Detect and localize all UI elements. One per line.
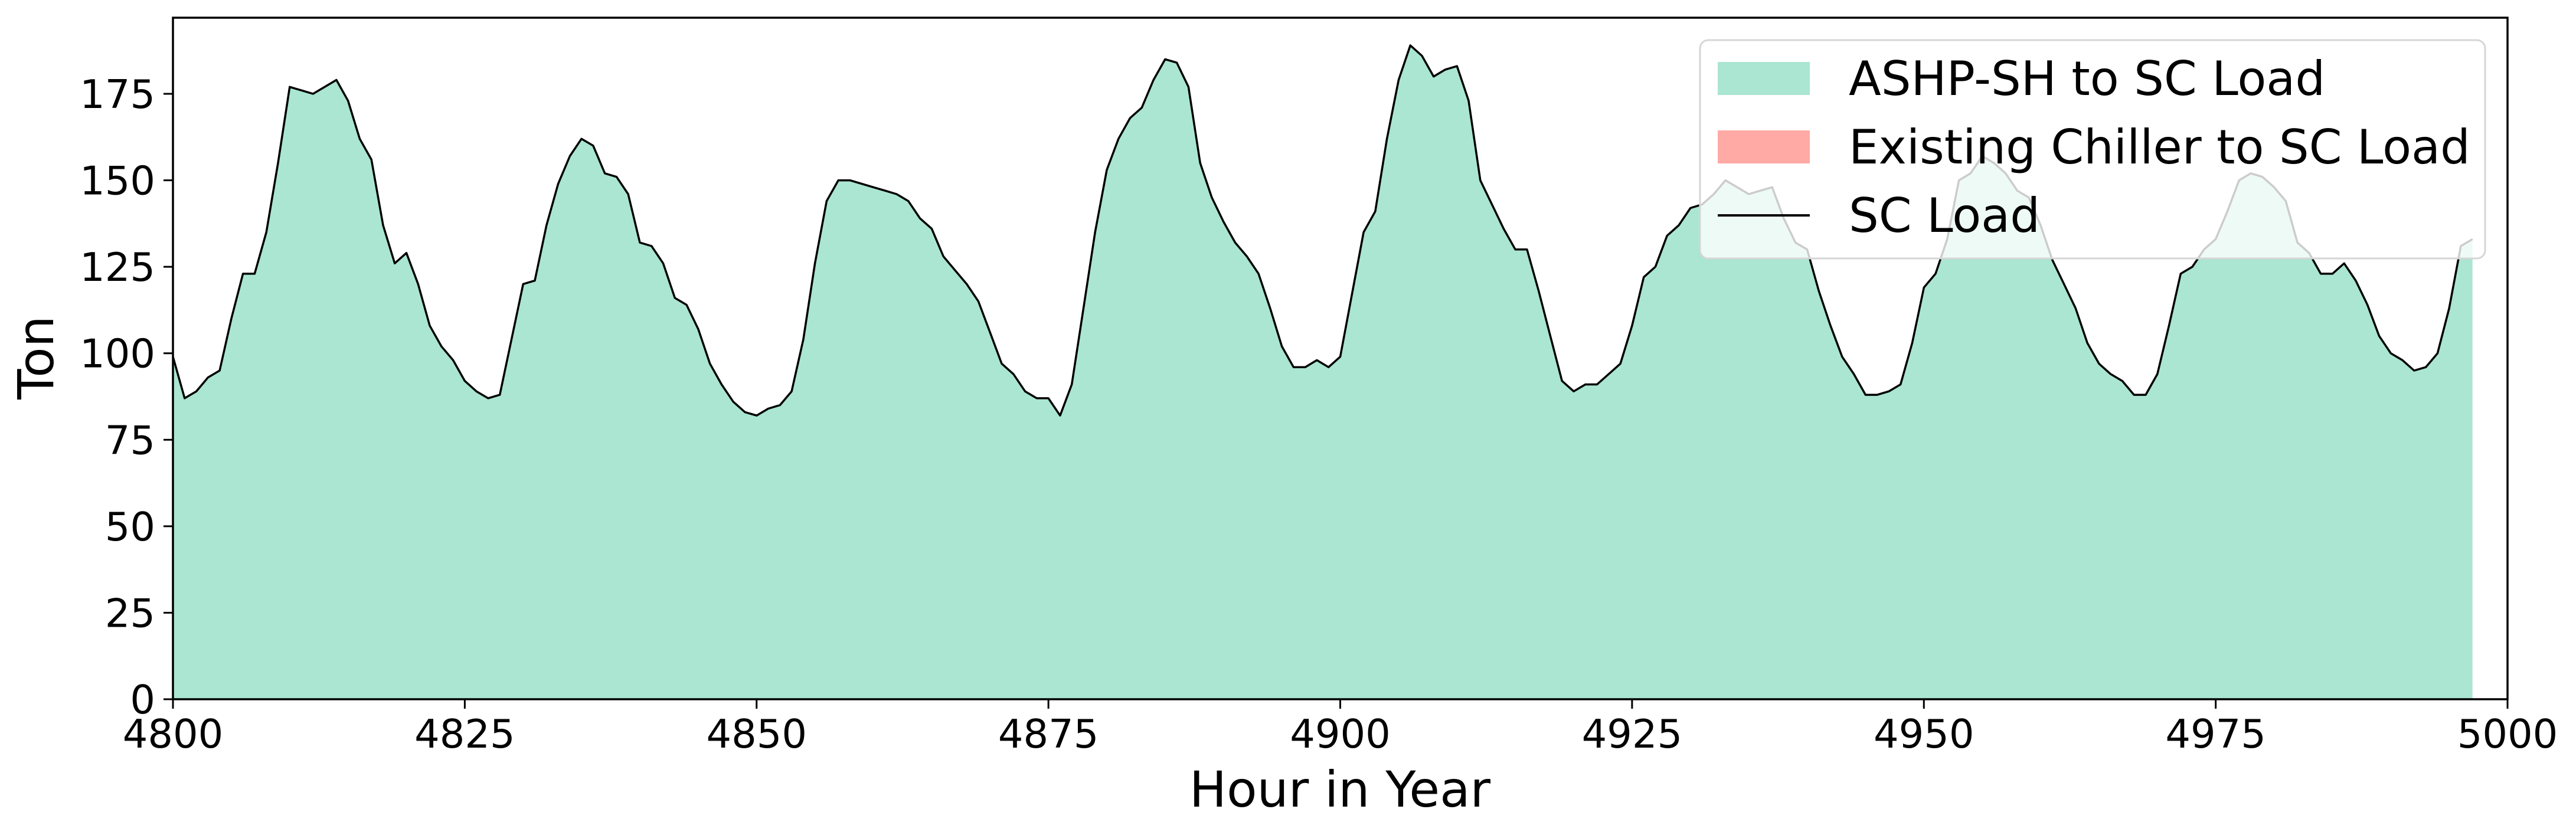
series-line-sc-load bbox=[172, 44, 2473, 417]
legend-swatch-ashp bbox=[1718, 62, 1810, 95]
y-tick-label: 50 bbox=[105, 504, 155, 550]
x-tick-label: 4950 bbox=[1874, 711, 1975, 757]
y-tick-label: 25 bbox=[105, 590, 155, 636]
y-tick-label: 100 bbox=[80, 331, 155, 377]
axes-layer: 4800 4825 4850 4875 4900 4925 4950 4975 5000 0 25 5… bbox=[80, 17, 2558, 757]
legend-label-sc-load: SC Load bbox=[1849, 188, 2040, 243]
x-tick-label: 4975 bbox=[2165, 711, 2266, 757]
x-tick-label: 4900 bbox=[1290, 711, 1391, 757]
x-tick-label: 5000 bbox=[2457, 711, 2558, 757]
legend-box bbox=[1699, 39, 2486, 260]
x-axis-title: Hour in Year bbox=[1189, 761, 1491, 818]
y-tick-label: 150 bbox=[80, 158, 155, 204]
y-axis-title: Ton bbox=[7, 316, 65, 400]
y-tick-label: 125 bbox=[80, 244, 155, 290]
legend: ASHP-SH to SC Load Existing Chiller to SC… bbox=[1699, 39, 2486, 260]
y-tick-label: 75 bbox=[105, 417, 155, 463]
series-area-ashp bbox=[173, 45, 2473, 699]
y-tick-label: 175 bbox=[80, 71, 155, 117]
x-tick-label: 4850 bbox=[706, 711, 807, 757]
x-tick-label: 4875 bbox=[998, 711, 1099, 757]
line-layer bbox=[172, 44, 2473, 417]
legend-label-existing-chiller: Existing Chiller to SC Load bbox=[1849, 120, 2470, 175]
y-tick-label: 0 bbox=[130, 677, 155, 723]
x-tick-label: 4825 bbox=[414, 711, 515, 757]
legend-label-ashp: ASHP-SH to SC Load bbox=[1849, 51, 2325, 106]
area-layer bbox=[173, 45, 2473, 699]
x-tick-label: 4925 bbox=[1582, 711, 1683, 757]
legend-swatch-existing-chiller bbox=[1718, 130, 1810, 163]
x-tick-label: 4800 bbox=[123, 711, 224, 757]
